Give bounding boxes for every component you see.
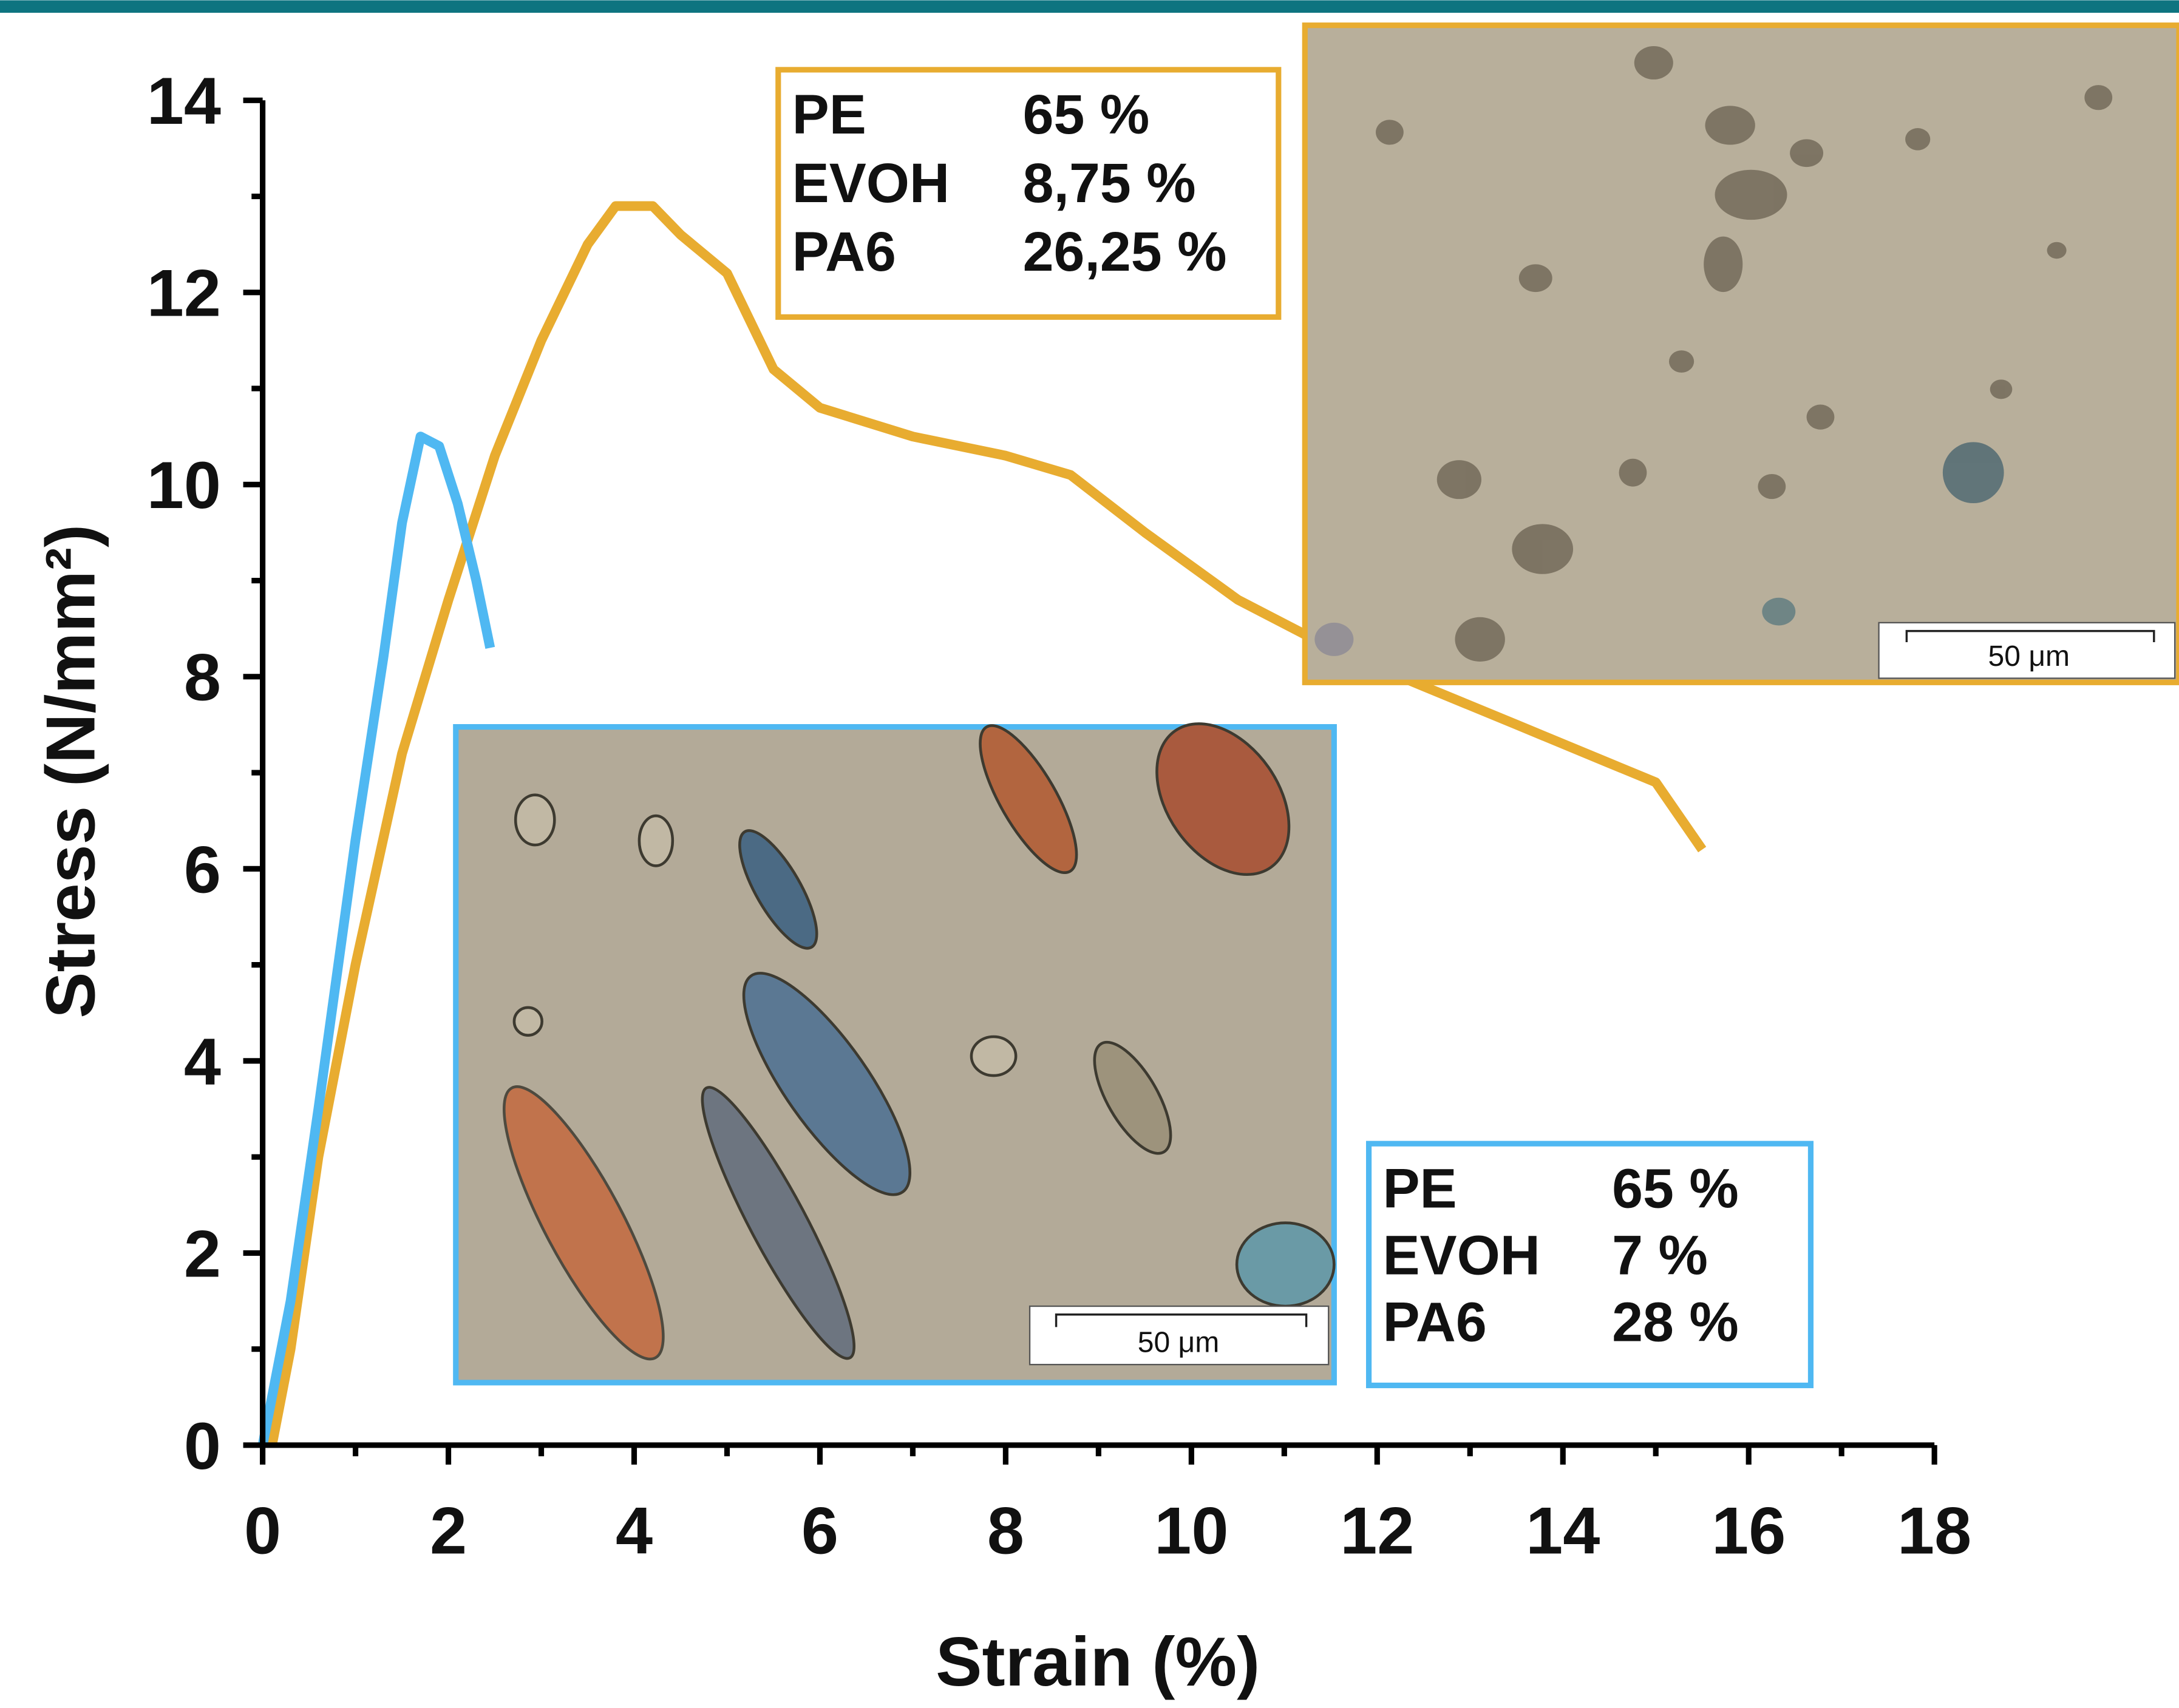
component-name: PA6 bbox=[1382, 1291, 1486, 1353]
composition-boxes: PE 65 % EVOH 8,75 % PA6 26,25 % PE 65 % EVOH 7 % P… bbox=[775, 67, 1814, 1389]
scale-bar bbox=[1905, 629, 2155, 642]
y-tick-label: 10 bbox=[147, 449, 221, 523]
series-line bbox=[257, 432, 495, 1446]
composition-box bbox=[1365, 1140, 1814, 1389]
y-tick-label: 8 bbox=[184, 641, 221, 715]
x-axis-title: Strain (%) bbox=[936, 1623, 1260, 1701]
x-tick-label: 10 bbox=[1154, 1494, 1228, 1568]
component-name: PA6 bbox=[792, 221, 896, 283]
component-name: PE bbox=[792, 84, 866, 146]
y-tick-label: 12 bbox=[147, 257, 221, 331]
x-tick-label: 18 bbox=[1897, 1494, 1971, 1568]
x-tick-label: 6 bbox=[801, 1494, 838, 1568]
component-share: 7 % bbox=[1612, 1224, 1708, 1286]
micrograph-pe-evoh-pa6: 50 μm bbox=[453, 722, 1337, 1386]
x-tick-label: 8 bbox=[987, 1494, 1024, 1568]
y-tick-label: 0 bbox=[184, 1409, 221, 1483]
scale-bar-label: 50 μm bbox=[1988, 640, 2070, 673]
particles bbox=[503, 722, 1336, 1361]
x-tick-label: 16 bbox=[1712, 1494, 1786, 1568]
component-share: 28 % bbox=[1612, 1291, 1739, 1353]
particles bbox=[1314, 46, 2113, 662]
y-tick-label: 6 bbox=[184, 833, 221, 907]
y-tick-label: 14 bbox=[147, 64, 221, 138]
x-tick-label: 2 bbox=[430, 1494, 467, 1568]
component-share: 65 % bbox=[1023, 84, 1150, 146]
y-tick-label: 2 bbox=[184, 1217, 221, 1291]
x-tick-label: 4 bbox=[616, 1494, 653, 1568]
y-axis-title: Stress (N/mm²) bbox=[32, 524, 110, 1018]
scale-bar bbox=[1055, 1313, 1308, 1327]
y-tick-label: 4 bbox=[184, 1025, 221, 1099]
micrograph-pe-evoh-pa6: 50 μm bbox=[1302, 22, 2179, 685]
x-tick-label: 14 bbox=[1526, 1494, 1600, 1568]
x-tick-label: 0 bbox=[244, 1494, 281, 1568]
component-share: 8,75 % bbox=[1023, 152, 1196, 214]
component-name: EVOH bbox=[792, 152, 950, 214]
axes: 0 2 4 6 8 10 12 14 16 18 0 2 4 6 8 10 12 14 bbox=[147, 64, 1972, 1568]
composition-box bbox=[775, 67, 1282, 320]
component-share: 65 % bbox=[1612, 1158, 1739, 1220]
x-tick-label: 12 bbox=[1340, 1494, 1414, 1568]
component-name: EVOH bbox=[1382, 1224, 1540, 1286]
top-bar bbox=[0, 0, 2179, 13]
scale-bar-label: 50 μm bbox=[1138, 1326, 1220, 1359]
scale-bar-box bbox=[1028, 1305, 1330, 1366]
component-name: PE bbox=[1382, 1158, 1457, 1220]
component-share: 26,25 % bbox=[1023, 221, 1227, 283]
